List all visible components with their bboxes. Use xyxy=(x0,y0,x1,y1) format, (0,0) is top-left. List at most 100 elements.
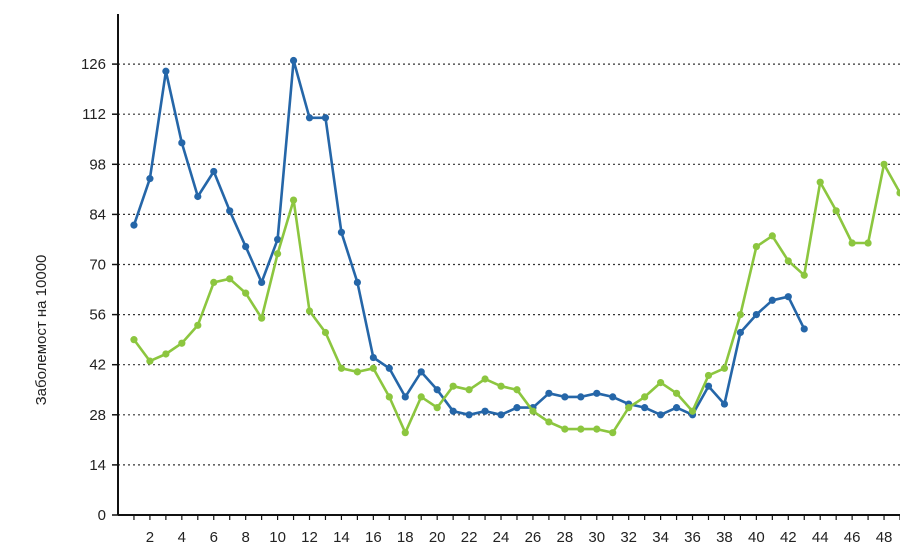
data-point xyxy=(289,56,298,65)
x-tick-label: 28 xyxy=(557,529,574,546)
data-point xyxy=(672,404,681,412)
x-tick-label: 4 xyxy=(178,529,186,546)
x-tick-label: 42 xyxy=(780,529,797,546)
data-point xyxy=(768,296,776,304)
x-tick-label: 40 xyxy=(748,529,765,546)
y-axis-title: Заболемост на 10000 xyxy=(33,255,50,406)
y-tick-label: 126 xyxy=(81,56,106,73)
y-tick-label: 84 xyxy=(89,206,106,223)
data-point xyxy=(178,339,186,347)
data-point xyxy=(305,307,314,315)
data-point xyxy=(258,278,266,286)
data-point xyxy=(465,411,473,419)
data-point xyxy=(657,411,665,419)
data-point xyxy=(385,393,393,401)
data-point xyxy=(337,228,346,236)
data-point xyxy=(593,425,601,433)
data-point xyxy=(561,393,569,401)
x-tick-label: 16 xyxy=(365,529,382,546)
data-point xyxy=(401,393,409,401)
data-point xyxy=(417,368,425,376)
axes xyxy=(112,14,900,520)
y-tick-label: 70 xyxy=(89,257,106,274)
data-point xyxy=(465,386,473,394)
data-point xyxy=(784,293,792,301)
data-point xyxy=(497,382,505,390)
x-tick-label: 46 xyxy=(844,529,861,546)
data-point xyxy=(273,235,282,244)
data-point xyxy=(561,425,569,433)
data-point xyxy=(449,407,457,415)
data-point xyxy=(401,429,409,437)
data-point xyxy=(768,232,776,240)
data-point xyxy=(752,243,760,251)
data-point xyxy=(369,353,377,362)
data-point xyxy=(593,389,601,397)
data-point xyxy=(800,271,808,279)
data-point xyxy=(258,314,266,322)
data-point xyxy=(800,325,808,333)
data-point xyxy=(864,239,872,247)
data-point xyxy=(481,375,489,383)
data-point xyxy=(194,192,202,201)
y-tick-label: 56 xyxy=(89,307,106,324)
series-layer xyxy=(130,56,900,437)
data-point xyxy=(513,404,521,412)
data-point xyxy=(609,429,617,437)
x-tick-label: 34 xyxy=(652,529,669,546)
x-tick-label: 30 xyxy=(588,529,605,546)
data-point xyxy=(752,311,760,319)
data-point xyxy=(577,425,585,433)
data-point xyxy=(609,393,617,401)
x-tick-label: 38 xyxy=(716,529,733,546)
data-point xyxy=(353,278,361,286)
x-tick-label: 24 xyxy=(493,529,510,546)
data-point xyxy=(417,393,425,401)
data-point xyxy=(657,378,665,387)
x-tick-label: 36 xyxy=(684,529,701,546)
data-point xyxy=(194,321,202,329)
data-point xyxy=(130,336,138,344)
data-point xyxy=(162,350,170,358)
data-point xyxy=(736,311,745,319)
data-point xyxy=(641,404,649,412)
data-point xyxy=(321,328,330,337)
x-tick-label: 14 xyxy=(333,529,350,546)
data-point xyxy=(672,389,681,397)
data-point xyxy=(433,404,441,412)
data-point xyxy=(736,328,745,337)
data-point xyxy=(226,207,234,215)
data-point xyxy=(305,114,314,122)
x-tick-label: 2 xyxy=(146,529,154,546)
gridlines xyxy=(118,63,900,466)
data-point xyxy=(688,407,697,415)
y-tick-label: 42 xyxy=(89,357,106,374)
data-point xyxy=(178,139,186,147)
y-tick-label: 98 xyxy=(89,156,106,173)
data-point xyxy=(545,418,553,426)
data-point xyxy=(353,368,361,376)
data-point xyxy=(545,389,553,397)
data-point xyxy=(848,239,856,247)
data-point xyxy=(816,178,824,186)
data-point xyxy=(880,160,888,168)
data-point xyxy=(513,386,521,394)
data-point xyxy=(321,114,330,122)
data-point xyxy=(130,221,138,229)
data-point xyxy=(720,364,729,372)
data-point xyxy=(784,257,792,265)
data-point xyxy=(385,364,393,372)
data-point xyxy=(720,400,729,408)
y-tick-label: 112 xyxy=(82,106,106,123)
data-point xyxy=(896,189,900,197)
data-point xyxy=(146,175,154,183)
data-point xyxy=(162,67,170,75)
data-point xyxy=(577,393,585,401)
data-point xyxy=(625,404,633,412)
data-point xyxy=(449,382,457,390)
data-point xyxy=(289,196,298,204)
x-tick-label: 26 xyxy=(525,529,542,546)
data-point xyxy=(210,278,218,286)
